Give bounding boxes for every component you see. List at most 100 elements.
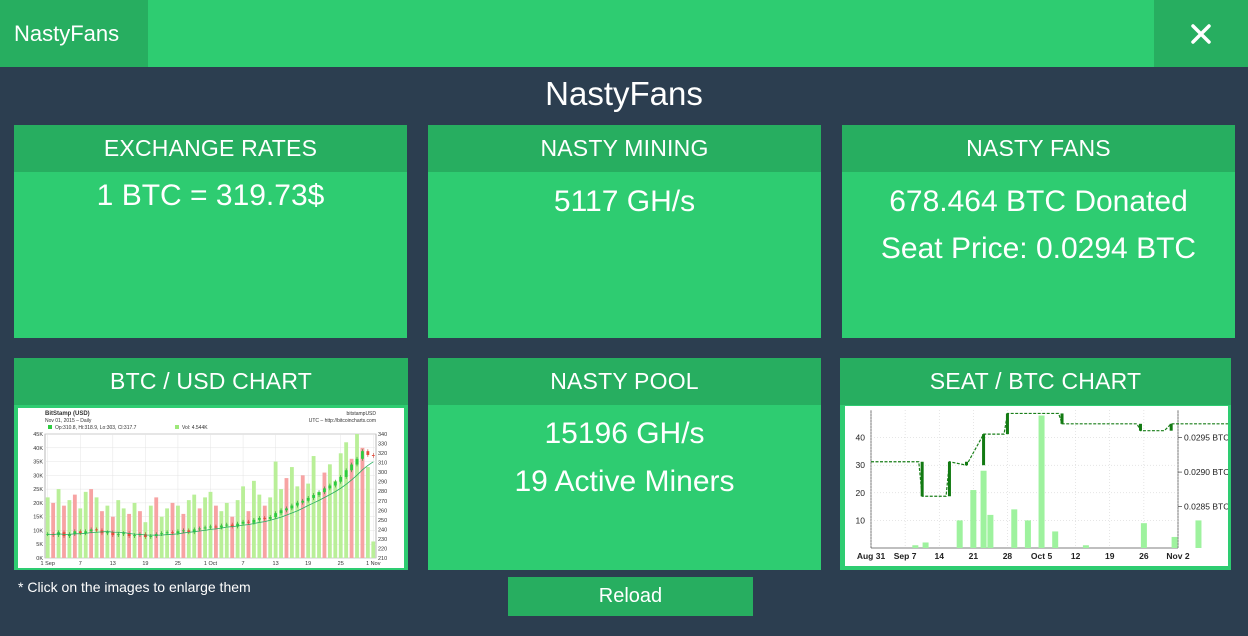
price-tick: 270 bbox=[378, 499, 387, 505]
candle-body bbox=[274, 513, 278, 517]
volume-bar bbox=[279, 489, 283, 558]
candle-body bbox=[323, 488, 326, 493]
seat-price: Seat Price: 0.0294 BTC bbox=[880, 232, 1197, 265]
candle-body bbox=[236, 523, 240, 527]
candle-body bbox=[89, 529, 93, 532]
volume-tick: 25K bbox=[33, 487, 43, 493]
candle-body bbox=[247, 521, 250, 523]
candle-body bbox=[95, 529, 98, 531]
reload-button[interactable]: Reload bbox=[508, 577, 753, 616]
x-tick: 7 bbox=[242, 561, 245, 567]
candle-body bbox=[344, 470, 348, 477]
volume-tick: 5K bbox=[36, 542, 43, 548]
panel-title: BTC / USD CHART bbox=[14, 358, 408, 405]
price-candle bbox=[1005, 413, 1009, 435]
price-candle bbox=[947, 461, 951, 497]
volume-bar bbox=[51, 502, 56, 558]
app-tab[interactable]: NastyFans bbox=[0, 0, 148, 67]
volume-bar bbox=[338, 453, 343, 558]
volume-bar bbox=[322, 472, 327, 558]
volume-bar bbox=[132, 502, 137, 558]
volume-bar bbox=[257, 494, 262, 558]
ohlc-legend: Op:310.8, Hi:318.9, Lo:303, Cl:317.7 bbox=[55, 425, 137, 431]
candle-body bbox=[366, 451, 370, 455]
price-line bbox=[871, 412, 1228, 497]
active-miners: 19 Active Miners bbox=[514, 465, 735, 498]
volume-bar bbox=[360, 447, 365, 558]
volume-tick: 15K bbox=[33, 515, 43, 521]
volume-bar bbox=[246, 511, 251, 558]
volume-bar bbox=[317, 491, 321, 558]
x-tick: 19 bbox=[305, 561, 311, 567]
candle-body bbox=[133, 535, 136, 537]
candle-body bbox=[371, 454, 375, 456]
price-candle bbox=[1169, 423, 1173, 431]
x-tick: 25 bbox=[338, 561, 344, 567]
price-tick: 250 bbox=[378, 518, 387, 524]
x-tick: 12 bbox=[1071, 551, 1081, 561]
candle-body bbox=[192, 529, 196, 533]
candle-body bbox=[111, 532, 115, 536]
price-tick: 300 bbox=[378, 470, 387, 476]
candle-body bbox=[84, 531, 88, 534]
candle-body bbox=[68, 534, 71, 537]
ma-line bbox=[47, 461, 374, 536]
volume-bar bbox=[365, 467, 370, 558]
volume-bar bbox=[268, 497, 273, 558]
btc-usd-chart: 45K 40K 35K 30K 25K 20K 15K 10K 5K 0K 340 330 320 310… bbox=[33, 411, 387, 567]
volume-bar bbox=[148, 505, 153, 558]
x-tick: 26 bbox=[1139, 551, 1149, 561]
x-tick: 21 bbox=[969, 551, 979, 561]
page-title: NastyFans bbox=[545, 75, 703, 112]
candle-body bbox=[116, 534, 120, 536]
x-tick: 14 bbox=[934, 551, 944, 561]
candle-body bbox=[127, 533, 131, 537]
y-left-tick: 10 bbox=[856, 515, 866, 525]
volume-bar bbox=[922, 542, 929, 548]
volume-bar bbox=[72, 494, 77, 558]
volume-bar bbox=[980, 470, 987, 548]
volume-bar bbox=[311, 456, 316, 558]
volume-bar bbox=[235, 500, 240, 558]
volume-tick: 20K bbox=[33, 501, 43, 507]
candle-body bbox=[252, 519, 256, 523]
nasty-pool-panel: NASTY POOL 15196 GH/s 19 Active Miners bbox=[428, 358, 821, 570]
volume-bar bbox=[197, 508, 202, 558]
volume-bar bbox=[230, 516, 235, 558]
pool-hashrate: 15196 GH/s bbox=[544, 417, 705, 450]
close-icon bbox=[1191, 23, 1211, 44]
volume-bar bbox=[1024, 520, 1031, 548]
candle-body bbox=[181, 530, 185, 532]
candle-body bbox=[225, 524, 229, 526]
candle-body bbox=[241, 521, 245, 524]
candle-body bbox=[187, 530, 191, 533]
volume-bar bbox=[912, 545, 919, 548]
x-tick: 25 bbox=[175, 561, 181, 567]
y-left-tick: 40 bbox=[856, 433, 866, 443]
x-tick: 19 bbox=[1105, 551, 1115, 561]
btc-usd-chart-image[interactable]: 45K 40K 35K 30K 25K 20K 15K 10K 5K 0K 340 330 320 310… bbox=[18, 408, 404, 568]
volume-bar bbox=[143, 522, 148, 558]
candle-body bbox=[230, 524, 234, 527]
price-candle bbox=[982, 434, 986, 466]
volume-bar bbox=[89, 489, 94, 558]
price-candle bbox=[1060, 413, 1064, 424]
candle-body bbox=[306, 497, 310, 501]
candle-body bbox=[203, 527, 207, 529]
volume-tick: 40K bbox=[33, 446, 43, 452]
candle-body bbox=[350, 464, 353, 471]
volume-bar bbox=[970, 490, 977, 548]
seat-btc-chart-image[interactable]: Aug 31 Sep 7 14 21 28 Oct 5 12 19 26 Nov 2 40 30 20 1… bbox=[845, 406, 1228, 566]
mining-hashrate: 5117 GH/s bbox=[553, 185, 696, 218]
x-tick: 13 bbox=[110, 561, 116, 567]
panel-title: EXCHANGE RATES bbox=[14, 125, 407, 172]
volume-bar bbox=[300, 475, 305, 558]
ohlc-legend-swatch bbox=[48, 425, 52, 429]
close-button[interactable] bbox=[1154, 0, 1248, 67]
panel-title: NASTY POOL bbox=[428, 358, 821, 405]
volume-bar bbox=[333, 480, 338, 558]
volume-bar bbox=[219, 511, 224, 558]
price-tick: 260 bbox=[378, 508, 387, 514]
price-tick: 210 bbox=[378, 556, 387, 562]
volume-bar bbox=[327, 464, 332, 558]
